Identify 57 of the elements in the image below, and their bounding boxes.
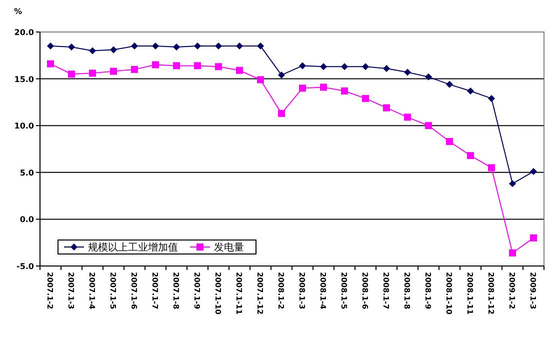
- point: [299, 62, 306, 70]
- point: [425, 73, 432, 80]
- point: [68, 43, 75, 50]
- point: [257, 76, 264, 84]
- point: [320, 84, 327, 91]
- point: [488, 94, 495, 102]
- point: [152, 42, 159, 50]
- legend-label: 规模以上工业增加值: [88, 242, 178, 254]
- point: [194, 62, 201, 70]
- point: [173, 62, 180, 70]
- point: [404, 114, 411, 121]
- y-axis-title: %: [14, 7, 22, 16]
- y-tick-label: 20.0: [14, 28, 34, 37]
- point: [509, 249, 516, 256]
- point: [278, 110, 285, 117]
- point: [530, 168, 537, 175]
- point: [110, 68, 117, 75]
- point: [257, 42, 264, 50]
- point: [362, 94, 369, 102]
- y-tick-label: 10.0: [14, 122, 34, 131]
- point: [383, 65, 390, 72]
- point: [236, 42, 243, 50]
- y-tick-label: 0.0: [20, 215, 34, 224]
- point: [173, 43, 180, 50]
- point: [47, 60, 54, 68]
- point: [152, 61, 159, 68]
- point: [47, 42, 54, 50]
- point: [68, 70, 75, 78]
- point: [446, 80, 453, 88]
- point: [194, 42, 201, 50]
- point: [425, 122, 432, 130]
- y-tick-label: 15.0: [14, 74, 34, 84]
- point: [341, 63, 348, 70]
- point: [509, 180, 516, 188]
- legend-label: 发电量: [214, 242, 244, 254]
- point: [215, 42, 222, 50]
- point: [446, 138, 453, 146]
- point: [215, 63, 222, 70]
- point: [341, 87, 348, 94]
- point: [110, 46, 117, 54]
- point: [488, 164, 495, 172]
- point: [467, 152, 474, 160]
- point: [131, 66, 138, 73]
- point: [320, 63, 327, 70]
- point: [467, 87, 474, 94]
- y-tick-label: 5.0: [20, 168, 34, 178]
- point: [530, 234, 537, 242]
- point: [278, 72, 285, 79]
- point: [131, 42, 138, 50]
- y-tick-label: -5.0: [16, 262, 34, 271]
- point: [89, 47, 96, 54]
- point: [404, 68, 411, 76]
- point: [383, 104, 390, 112]
- point: [236, 66, 243, 74]
- point: [362, 63, 369, 70]
- point: [89, 70, 96, 77]
- point: [299, 84, 306, 92]
